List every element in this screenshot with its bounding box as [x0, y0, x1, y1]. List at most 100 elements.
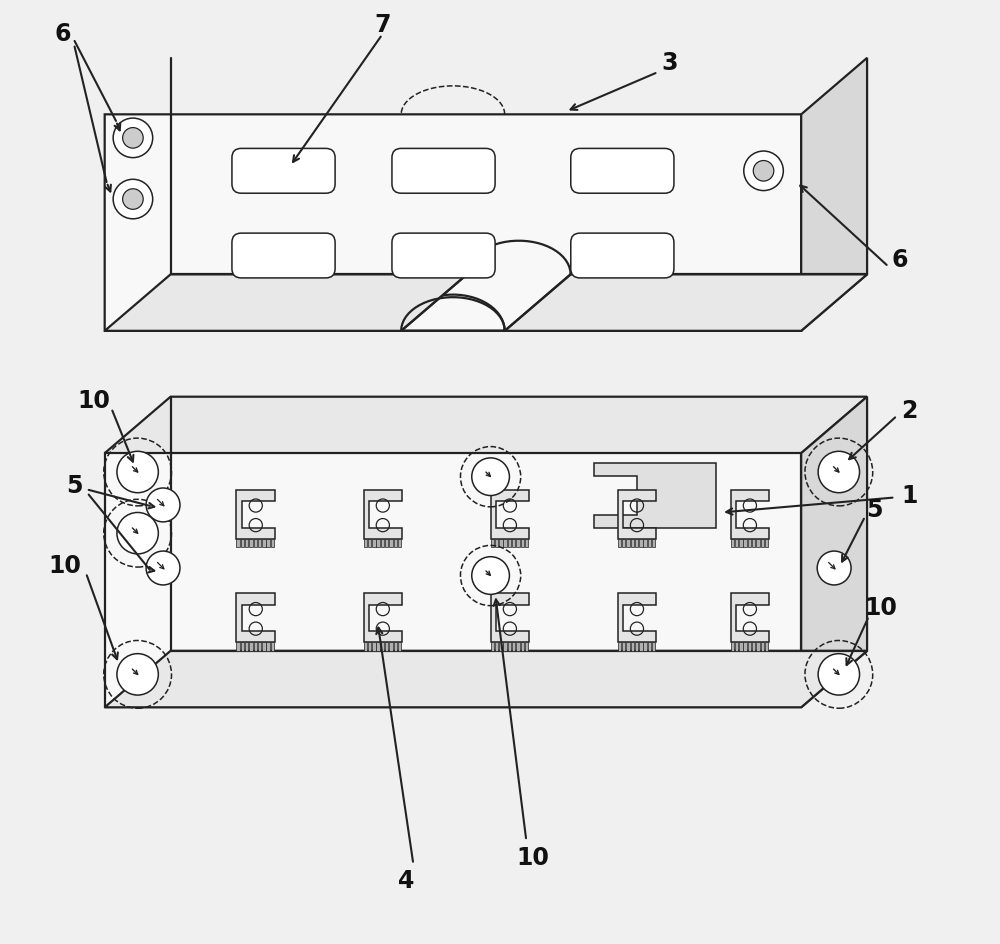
Bar [639, 642, 643, 650]
Bar [254, 539, 257, 548]
Text: 5: 5 [866, 497, 883, 522]
Bar [262, 642, 266, 650]
Bar [381, 642, 384, 650]
Polygon shape [105, 114, 801, 330]
Text: 1: 1 [901, 483, 918, 508]
Bar [525, 642, 528, 650]
Text: 6: 6 [54, 23, 71, 46]
Bar [394, 642, 397, 650]
Bar [245, 539, 248, 548]
Polygon shape [594, 463, 716, 529]
Bar [735, 539, 738, 548]
Bar [743, 642, 747, 650]
Bar [258, 539, 261, 548]
Bar [271, 642, 274, 650]
Bar [631, 539, 634, 548]
Bar [508, 642, 511, 650]
Bar [622, 539, 625, 548]
Polygon shape [731, 490, 769, 539]
Bar [635, 642, 638, 650]
Bar [385, 642, 388, 650]
Polygon shape [491, 490, 529, 539]
Circle shape [744, 151, 783, 191]
Circle shape [113, 179, 153, 219]
Polygon shape [105, 650, 867, 707]
Bar [648, 642, 651, 650]
Bar [394, 539, 397, 548]
Bar [368, 539, 371, 548]
Bar [495, 642, 498, 650]
Text: 7: 7 [374, 13, 391, 37]
Bar [512, 642, 515, 650]
Bar [521, 539, 524, 548]
Bar [525, 539, 528, 548]
Text: 10: 10 [865, 597, 898, 620]
Polygon shape [364, 594, 402, 642]
Polygon shape [618, 490, 656, 539]
Circle shape [817, 551, 851, 585]
Circle shape [753, 160, 774, 181]
Circle shape [818, 451, 860, 493]
Bar [731, 642, 734, 650]
Bar [643, 539, 647, 548]
Text: 10: 10 [49, 554, 82, 578]
Polygon shape [105, 275, 467, 330]
Bar [631, 642, 634, 650]
Bar [381, 539, 384, 548]
Bar [385, 539, 388, 548]
Bar [503, 539, 507, 548]
Bar [748, 642, 751, 650]
FancyBboxPatch shape [232, 233, 335, 278]
Bar [508, 539, 511, 548]
Bar [376, 539, 380, 548]
Bar [731, 539, 734, 548]
Bar [635, 539, 638, 548]
Bar [249, 642, 253, 650]
Bar [756, 539, 760, 548]
Circle shape [818, 653, 860, 695]
Bar [765, 539, 768, 548]
Circle shape [117, 653, 158, 695]
Bar [266, 642, 270, 650]
Bar [752, 642, 755, 650]
Bar [743, 539, 747, 548]
FancyBboxPatch shape [232, 148, 335, 194]
Polygon shape [364, 490, 402, 539]
Circle shape [472, 557, 509, 595]
Circle shape [123, 127, 143, 148]
Bar [249, 539, 253, 548]
Bar [372, 642, 376, 650]
Bar [241, 539, 244, 548]
Bar [765, 642, 768, 650]
Bar [503, 642, 507, 650]
Polygon shape [105, 453, 801, 707]
Bar [652, 539, 655, 548]
Circle shape [146, 551, 180, 585]
Bar [398, 642, 401, 650]
Circle shape [117, 451, 158, 493]
Circle shape [472, 458, 509, 496]
Bar [266, 539, 270, 548]
Polygon shape [731, 594, 769, 642]
Polygon shape [491, 594, 529, 642]
Bar [652, 642, 655, 650]
Bar [648, 539, 651, 548]
Polygon shape [618, 594, 656, 642]
Bar [254, 642, 257, 650]
Bar [491, 539, 494, 548]
Bar [398, 539, 401, 548]
Bar [739, 642, 743, 650]
Bar [643, 642, 647, 650]
Bar [752, 539, 755, 548]
Bar [389, 642, 393, 650]
Bar [376, 642, 380, 650]
Bar [639, 539, 643, 548]
Bar [735, 642, 738, 650]
Bar [499, 539, 503, 548]
Bar [364, 539, 367, 548]
Bar [512, 539, 515, 548]
Bar [368, 642, 371, 650]
Circle shape [113, 118, 153, 158]
Text: 4: 4 [398, 869, 414, 893]
FancyBboxPatch shape [571, 148, 674, 194]
